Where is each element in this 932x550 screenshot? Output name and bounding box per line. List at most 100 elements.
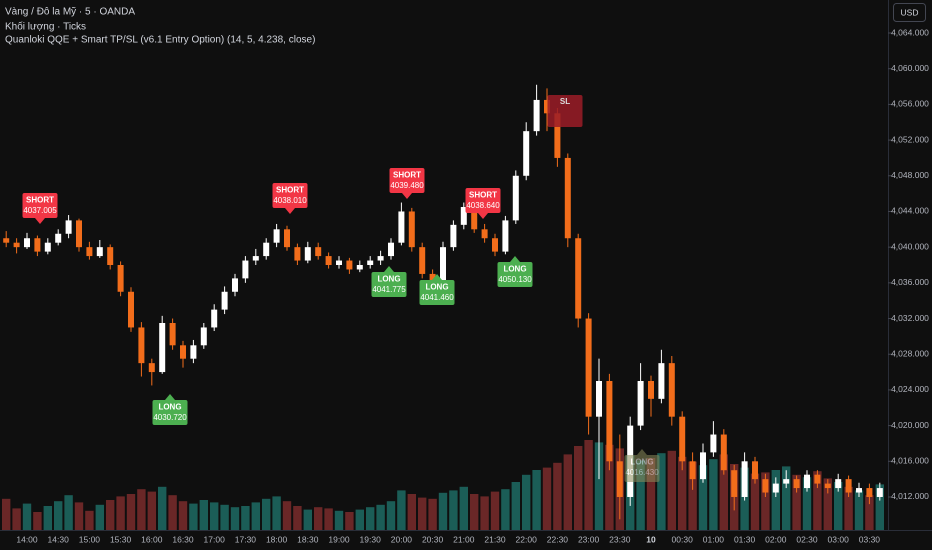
- x-tick-label: 18:00: [266, 534, 288, 544]
- volume-bar: [189, 503, 198, 530]
- candle-body: [544, 99, 550, 114]
- volume-bar: [43, 506, 52, 530]
- signal-box: [152, 400, 188, 425]
- indicator-title: Quanloki QQE + Smart TP/SL (v6.1 Entry O…: [5, 35, 315, 46]
- candle-body: [616, 461, 623, 497]
- signal-box: [419, 280, 455, 305]
- candle-body: [398, 211, 405, 243]
- x-tick-label: 02:30: [796, 534, 818, 544]
- volume-bar: [345, 512, 354, 530]
- y-tick-label: 4,012.000: [891, 491, 929, 501]
- volume-bar: [875, 484, 884, 530]
- currency-label[interactable]: USD: [901, 7, 919, 17]
- volume-bar: [12, 508, 21, 530]
- candle-body: [117, 265, 124, 292]
- volume-bar: [792, 474, 801, 530]
- signal-type: SHORT: [26, 196, 54, 205]
- signal-arrow: [402, 193, 412, 199]
- volume-bar: [220, 504, 229, 530]
- candle-body: [835, 479, 842, 489]
- x-tick-label: 03:00: [828, 534, 850, 544]
- candle-body: [689, 461, 696, 480]
- x-tick-label: 00:30: [672, 534, 694, 544]
- candle-body: [211, 309, 218, 328]
- x-tick-label: 15:00: [79, 534, 101, 544]
- x-tick-label: 20:30: [422, 534, 444, 544]
- candle-body: [304, 247, 311, 261]
- candle-body: [315, 247, 322, 257]
- candle-body: [34, 238, 41, 252]
- signal-box: [624, 455, 660, 482]
- candle-body: [76, 220, 82, 248]
- candle-body: [419, 247, 426, 274]
- volume-bar: [106, 500, 115, 530]
- x-tick-label: 22:30: [547, 534, 569, 544]
- signal-type: SHORT: [276, 186, 304, 195]
- volume-bar: [854, 490, 864, 530]
- y-tick-label: 4,032.000: [891, 313, 929, 323]
- candle-body: [824, 483, 831, 489]
- volume-title: Khối lượng · Ticks: [5, 21, 86, 33]
- candle-body: [471, 207, 478, 230]
- candle-body: [138, 327, 145, 364]
- signal-type: LONG: [425, 283, 448, 292]
- x-tick-label: 23:30: [609, 534, 631, 544]
- y-tick-label: 4,040.000: [891, 241, 929, 251]
- signal-arrow: [35, 218, 45, 224]
- volume-bar: [511, 482, 520, 530]
- signal-arrow: [165, 394, 175, 400]
- volume-bar: [646, 458, 656, 530]
- candle-layer: [3, 84, 883, 520]
- signal-price: 4037.005: [23, 206, 57, 215]
- volume-bar: [272, 496, 281, 530]
- candle-body: [284, 229, 290, 248]
- candle-body: [772, 483, 779, 493]
- signal-type: LONG: [158, 403, 181, 412]
- signal-arrow: [478, 213, 488, 219]
- volume-bar: [397, 490, 406, 530]
- candle-body: [367, 260, 374, 265]
- y-tick-label: 4,060.000: [891, 63, 929, 73]
- symbol-title: Vàng / Đô la Mỹ · 5 · OANDA: [5, 7, 135, 18]
- candle-body: [575, 238, 582, 319]
- candle-body: [200, 327, 207, 346]
- volume-bar: [293, 506, 302, 530]
- volume-bar: [542, 467, 552, 530]
- volume-bar: [584, 440, 593, 530]
- volume-bar: [282, 501, 292, 530]
- candle-body: [273, 229, 280, 243]
- volume-bar: [678, 456, 687, 530]
- signal-box: [465, 188, 501, 213]
- candle-body: [346, 260, 353, 270]
- signal-price: 4038.640: [466, 201, 500, 210]
- x-tick-label: 18:30: [297, 534, 319, 544]
- volume-bar: [449, 490, 458, 530]
- volume-bar: [532, 470, 541, 530]
- volume-bar: [168, 495, 177, 530]
- candle-body: [533, 99, 540, 132]
- volume-bar: [407, 494, 416, 530]
- volume-bar: [334, 510, 344, 530]
- volume-bar: [813, 471, 822, 530]
- candle-body: [336, 260, 342, 265]
- y-tick-label: 4,056.000: [891, 99, 929, 109]
- candle-body: [408, 211, 415, 248]
- signal-type: SHORT: [393, 171, 421, 180]
- x-tick-label: 20:00: [391, 534, 413, 544]
- candle-body: [294, 247, 301, 261]
- currency-button[interactable]: [893, 3, 926, 22]
- signal-box: [371, 272, 407, 297]
- volume-bar: [158, 486, 167, 530]
- volume-bar: [802, 477, 812, 530]
- volume-bar: [2, 498, 11, 530]
- x-tick-label: 22:00: [516, 534, 538, 544]
- volume-bar: [64, 495, 73, 530]
- x-tick-label: 21:30: [484, 534, 506, 544]
- volume-bar: [230, 507, 240, 530]
- signal-arrow: [510, 256, 520, 262]
- candle-body: [502, 220, 509, 252]
